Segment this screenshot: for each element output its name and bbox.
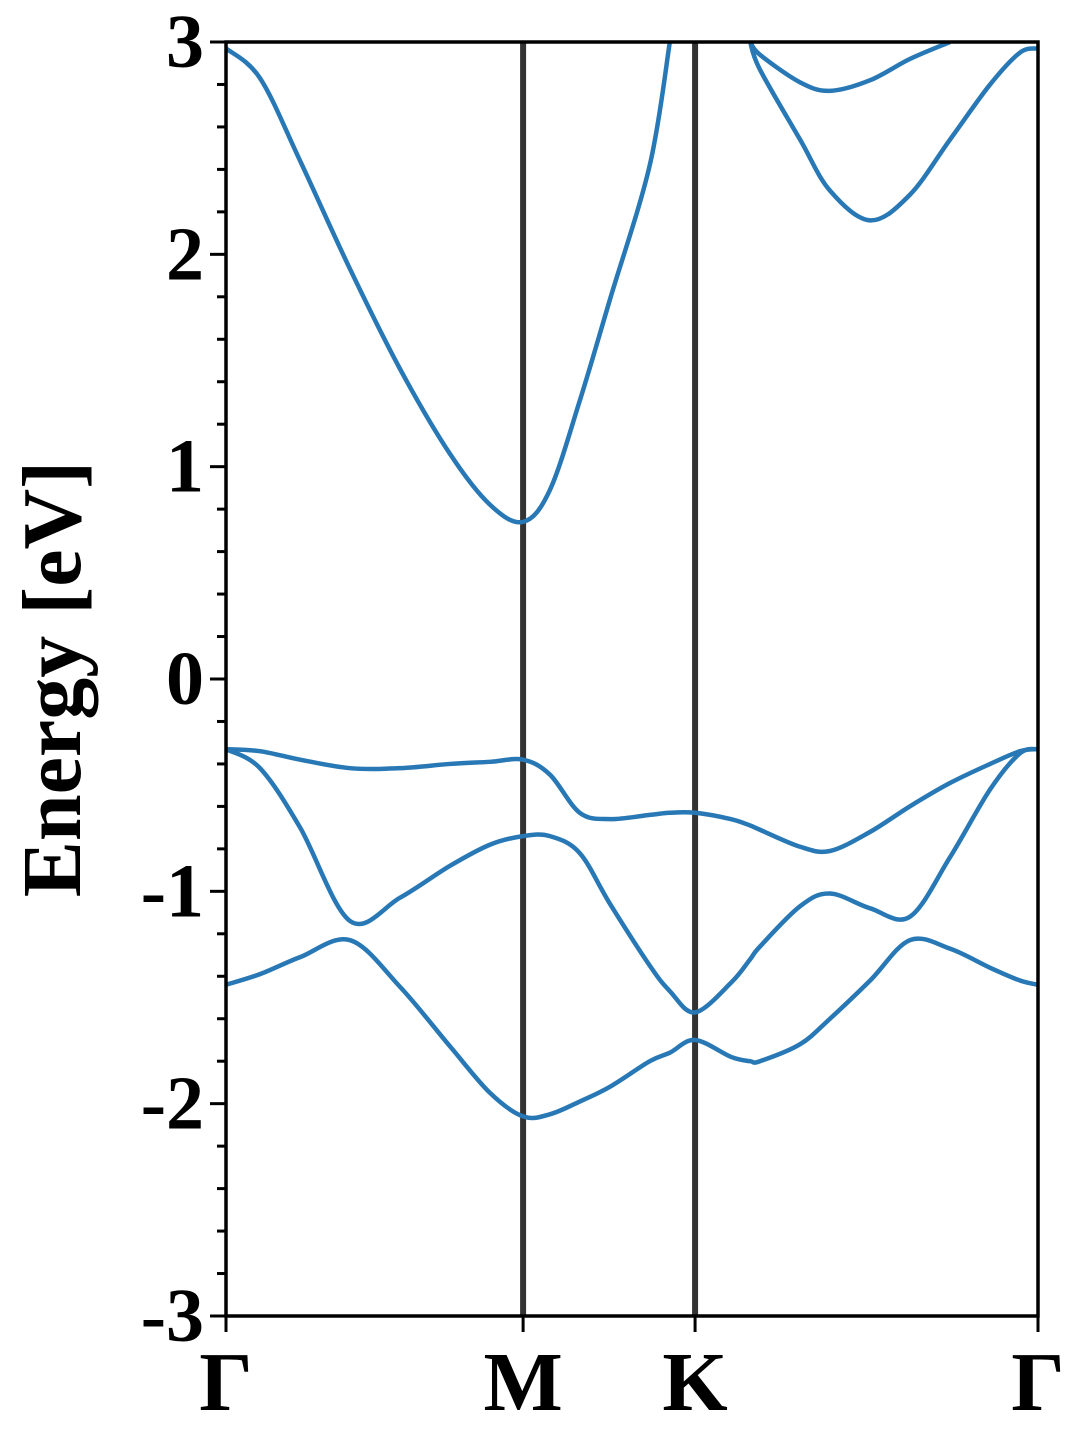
x-tick-label: Γ — [1011, 1336, 1064, 1429]
y-tick-label: -3 — [141, 1274, 204, 1358]
band-line — [226, 42, 1038, 525]
y-tick-label: 2 — [166, 212, 204, 296]
band-line — [226, 936, 1038, 1121]
y-tick-label: -2 — [141, 1062, 204, 1146]
y-axis-label: Energy [eV] — [6, 461, 99, 897]
x-tick-label: Γ — [199, 1336, 252, 1429]
y-tick-label: 3 — [166, 0, 204, 84]
band-line — [226, 746, 1038, 855]
x-tick-label: M — [483, 1336, 562, 1429]
y-tick-label: 1 — [166, 425, 204, 509]
x-tick-label: K — [662, 1336, 727, 1429]
y-tick-label: 0 — [166, 637, 204, 721]
band-line — [226, 746, 1038, 1015]
y-tick-label: -1 — [141, 849, 204, 933]
plot-frame — [224, 40, 1040, 1318]
band-line — [748, 42, 951, 94]
plot-area — [226, 42, 1038, 1121]
